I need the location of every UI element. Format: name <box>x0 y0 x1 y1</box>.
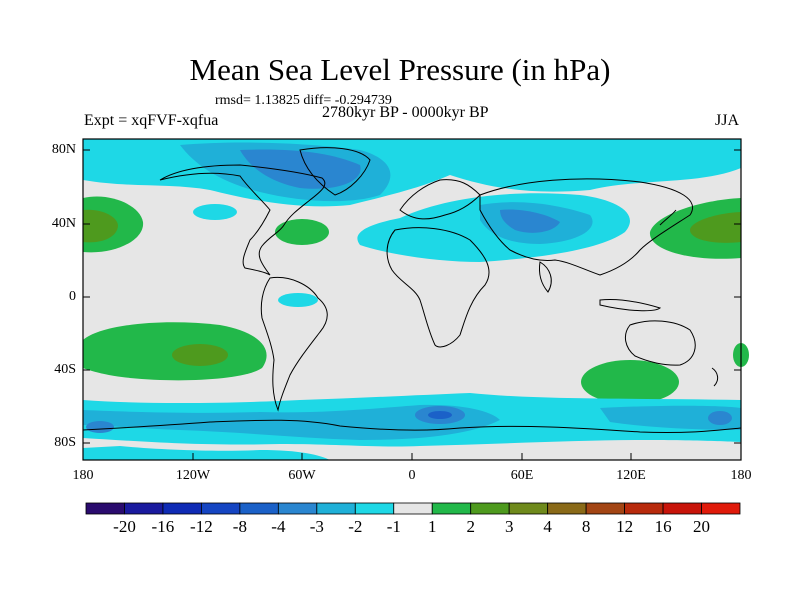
colorbar-swatch <box>508 502 549 515</box>
colorbar-swatch <box>585 502 625 515</box>
colorbar-label: -2 <box>348 517 363 536</box>
asian-low-region <box>357 193 630 262</box>
season-label: JJA <box>715 112 740 129</box>
ylabel-80s: 80S <box>54 435 76 450</box>
atlantic-low-patch <box>193 204 237 220</box>
colorbar-label: -4 <box>271 517 286 536</box>
colorbar <box>85 502 741 515</box>
north-pacific-high-west <box>83 196 144 253</box>
north-atlantic-high <box>275 219 329 245</box>
colorbar-swatch <box>431 502 472 515</box>
xlabel-60w: 60W <box>288 468 316 483</box>
south-pacific-high <box>83 322 267 381</box>
tropical-atlantic-patch <box>278 293 318 307</box>
colorbar-label: 3 <box>504 517 514 536</box>
colorbar-label: 4 <box>543 517 552 536</box>
colorbar-swatch <box>162 502 202 515</box>
colorbar-swatch <box>393 502 433 515</box>
experiment-label: Expt = xqFVF-xqfua <box>84 112 219 129</box>
colorbar-swatch <box>701 502 741 515</box>
ylabel-40s: 40S <box>54 362 76 377</box>
colorbar-swatch <box>624 502 664 515</box>
ylabel-40n: 40N <box>51 216 76 231</box>
colorbar-label: 2 <box>466 517 475 536</box>
xlabel-180e: 180 <box>730 468 752 483</box>
arctic-low-region <box>83 139 741 207</box>
colorbar-label: 8 <box>581 517 591 536</box>
colorbar-swatch <box>239 502 279 515</box>
stats-text: rmsd= 1.13825 diff= -0.294739 <box>215 93 392 108</box>
xlabel-120w: 120W <box>175 468 211 483</box>
colorbar-label: -20 <box>113 517 136 536</box>
colorbar-swatch <box>124 502 164 515</box>
colorbar-label: 20 <box>693 517 710 536</box>
colorbar-label: -1 <box>386 517 401 536</box>
coastlines <box>82 147 742 434</box>
xlabel-180w: 180 <box>72 468 94 483</box>
colorbar-swatch <box>662 502 702 515</box>
colorbar-swatch <box>277 502 318 515</box>
colorbar-swatch <box>547 502 587 515</box>
colorbar-label: -16 <box>151 517 175 536</box>
indian-ocean-high <box>581 360 679 404</box>
colorbar-label: 12 <box>616 517 634 536</box>
colorbar-label: 16 <box>654 517 672 536</box>
colorbar-swatch <box>470 502 510 515</box>
xlabel-60e: 60E <box>510 468 534 483</box>
axis-ticks <box>82 149 742 460</box>
chart-title: Mean Sea Level Pressure (in hPa) <box>189 52 611 87</box>
southern-ocean-low <box>83 393 741 460</box>
colorbar-label: 1 <box>427 517 437 536</box>
period-label: 2780kyr BP - 0000kyr BP <box>322 104 489 121</box>
xlabel-120e: 120E <box>616 468 646 483</box>
colorbar-swatch <box>354 502 395 515</box>
colorbar-label: -8 <box>232 517 247 536</box>
colorbar-swatch <box>201 502 241 515</box>
colorbar-swatch <box>85 502 125 515</box>
colorbar-label: -12 <box>190 517 213 536</box>
ylabel-80n: 80N <box>51 142 76 157</box>
colorbar-swatch <box>316 502 356 515</box>
colorbar-label: -3 <box>309 517 324 536</box>
ylabel-0: 0 <box>69 289 76 304</box>
xlabel-0: 0 <box>408 468 416 483</box>
